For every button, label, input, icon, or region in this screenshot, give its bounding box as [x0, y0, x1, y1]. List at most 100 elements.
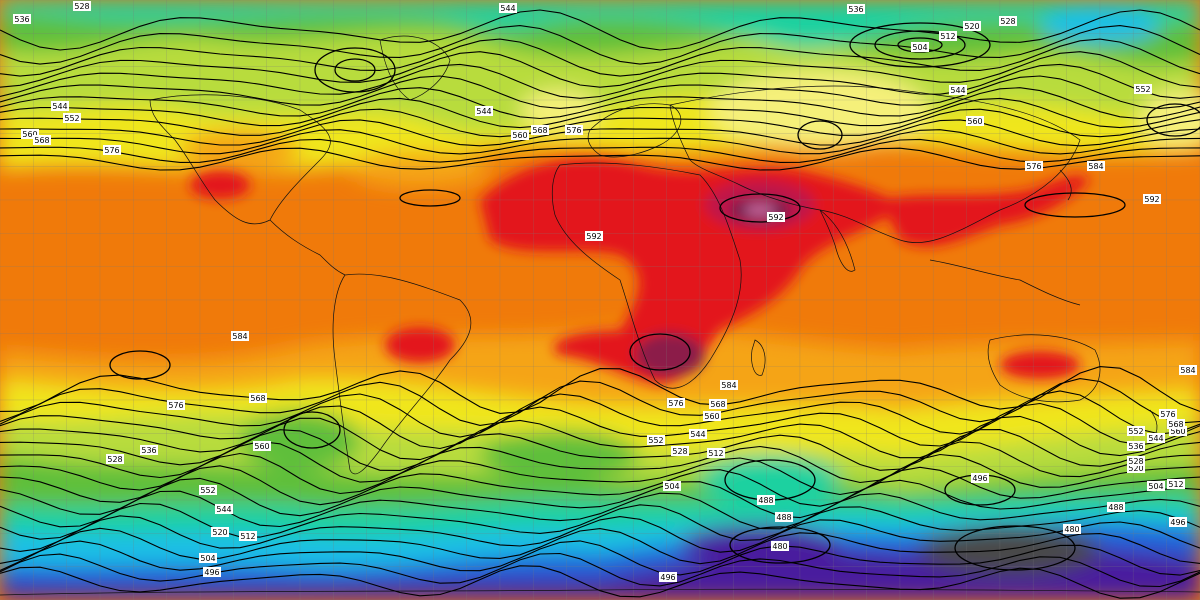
contour-label-box	[106, 454, 124, 464]
contour-label-box	[709, 399, 727, 409]
contour-label-text: 512	[1168, 480, 1183, 489]
contour-line-north	[0, 138, 1200, 163]
contour-label: 592	[1143, 194, 1161, 204]
hot-area-sw-us	[190, 171, 250, 199]
contour-label-text: 496	[660, 573, 675, 582]
contour-label-text: 528	[74, 2, 89, 11]
contour-label: 544	[215, 504, 233, 514]
contour-label-text: 584	[232, 332, 247, 341]
contour-line-north	[0, 108, 1200, 138]
contour-label: 504	[911, 42, 929, 52]
contour-label-text: 568	[1168, 420, 1183, 429]
contour-label: 584	[1179, 365, 1197, 375]
contour-label-box	[703, 411, 721, 421]
contour-label-text: 560	[22, 130, 37, 139]
coast-greenland	[379, 35, 451, 101]
contour-label-text: 576	[566, 126, 581, 135]
contour-label-text: 568	[250, 394, 265, 403]
contour-line-south	[0, 465, 1200, 507]
contour-line-south	[0, 402, 1200, 450]
hot-area-australia	[1000, 351, 1080, 379]
coast-se-asia-islands	[929, 259, 1081, 306]
contour-label-text: 536	[141, 446, 156, 455]
contour-label: 528	[73, 1, 91, 11]
contour-label-text: 528	[107, 455, 122, 464]
contour-label-box	[757, 495, 775, 505]
contour-label-box	[939, 31, 957, 41]
contour-label-box	[239, 531, 257, 541]
contour-line-south	[0, 390, 1200, 438]
contour-label-box	[13, 14, 31, 24]
contour-label-box	[1063, 524, 1081, 534]
contour-label-box	[1147, 481, 1165, 491]
contour-label: 552	[1127, 426, 1145, 436]
contour-label: 592	[585, 231, 603, 241]
contour-label-box	[215, 504, 233, 514]
contour-label: 496	[1169, 517, 1187, 527]
contour-label-text: 528	[1128, 457, 1143, 466]
contour-label-box	[531, 125, 549, 135]
cyan-spot-ne	[1040, 7, 1160, 43]
contour-label-box	[231, 331, 249, 341]
height-contours	[0, 9, 1200, 599]
contour-label-text: 544	[500, 4, 515, 13]
contour-label-box	[663, 481, 681, 491]
contour-label: 552	[199, 485, 217, 495]
contour-label-box	[771, 541, 789, 551]
high-se-pacific	[109, 350, 171, 380]
contour-label: 504	[1147, 481, 1165, 491]
contour-label-text: 480	[1064, 525, 1079, 534]
contour-label: 544	[475, 106, 493, 116]
contour-label-text: 536	[848, 5, 863, 14]
contour-label-text: 520	[212, 528, 227, 537]
contour-label-box	[1134, 84, 1152, 94]
contour-label-text: 544	[52, 102, 67, 111]
high-south-africa	[629, 333, 691, 371]
coast-japan	[1059, 169, 1072, 201]
contour-label: 528	[671, 446, 689, 456]
contour-label: 568	[1167, 419, 1185, 429]
contour-label: 576	[167, 400, 185, 410]
contour-label-text: 560	[967, 117, 982, 126]
contour-label: 504	[663, 481, 681, 491]
contour-label: 576	[667, 398, 685, 408]
contour-label-box	[585, 231, 603, 241]
contour-label-text: 568	[532, 126, 547, 135]
contour-label-text: 536	[14, 15, 29, 24]
contour-label: 520	[211, 527, 229, 537]
high-atlantic	[399, 189, 461, 207]
low-southern-ocean-3	[954, 525, 1076, 571]
contour-line-north	[0, 129, 1200, 155]
contour-label-text: 504	[200, 554, 215, 563]
contour-label: 584	[1087, 161, 1105, 171]
contour-label-box	[1169, 426, 1187, 436]
contour-label-box	[73, 1, 91, 11]
contour-label-text: 568	[34, 136, 49, 145]
contour-label-text: 504	[912, 43, 927, 52]
coast-north-america	[149, 94, 331, 225]
contour-label-text: 552	[1135, 85, 1150, 94]
contour-label-text: 488	[758, 496, 773, 505]
contour-label-box	[1179, 365, 1197, 375]
contour-label-text: 496	[1170, 518, 1185, 527]
contour-label-text: 560	[254, 442, 269, 451]
contour-line-south	[0, 477, 1200, 519]
contour-label: 528	[999, 16, 1017, 26]
contour-label: 568	[709, 399, 727, 409]
contour-label-text: 488	[776, 513, 791, 522]
coast-europe	[587, 103, 682, 158]
contour-label: 488	[775, 512, 793, 522]
band-teal-north	[0, 0, 1200, 49]
contour-line-north	[0, 38, 1200, 77]
contour-label-box	[21, 129, 39, 139]
contour-line-south	[0, 515, 1200, 553]
contour-label: 544	[689, 429, 707, 439]
contour-label-text: 560	[512, 131, 527, 140]
contour-label-text: 552	[1128, 427, 1143, 436]
contour-label: 528	[106, 454, 124, 464]
contour-label-box	[1025, 161, 1043, 171]
hot-area-east-asia	[880, 175, 1090, 247]
contour-label-box	[511, 130, 529, 140]
contour-label: 544	[51, 101, 69, 111]
